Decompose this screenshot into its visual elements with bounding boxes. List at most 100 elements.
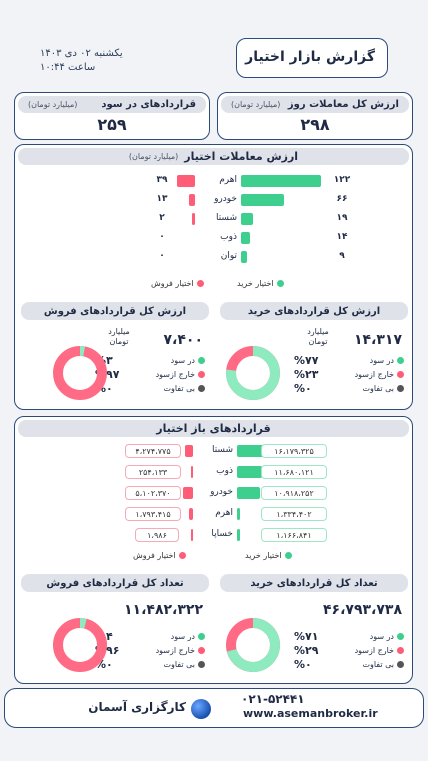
oi-row-label: اهرم <box>215 508 233 518</box>
trades-buy-value: ۹ <box>339 251 345 261</box>
in-money-card: قراردادهای در سود (میلیارد تومان) ۲۵۹ <box>14 92 210 140</box>
stat-dot-icon <box>198 647 205 654</box>
oi-row-label: خودرو <box>210 487 233 497</box>
trades-buy-value: ۶۶ <box>336 194 348 204</box>
oi-buy-bar <box>237 508 240 520</box>
trades-buy-value: ۱۲۲ <box>333 175 351 185</box>
oi-buy-value: ۱،۱۶۶،۸۴۱ <box>261 528 327 542</box>
stat-dot-icon <box>198 633 205 640</box>
stat-label: خارج ازسود <box>354 646 394 655</box>
trades-sell-value: ۰ <box>159 251 165 261</box>
sell-value-header: ارزش کل قراردادهای فروش <box>21 302 209 320</box>
stat-row: بی تفاوت %۰ <box>95 382 205 395</box>
total-value-number: ۲۹۸ <box>300 115 330 134</box>
buy-count-number: ۴۶،۷۹۳،۷۳۸ <box>323 602 402 618</box>
sell-value-donut <box>53 346 107 400</box>
footer-brand: کارگزاری آسمان <box>88 700 186 714</box>
trades-sell-value: ۰ <box>159 232 165 242</box>
stat-dot-icon <box>397 357 404 364</box>
stat-label: در سود <box>369 356 394 365</box>
stat-dot-icon <box>397 633 404 640</box>
footer: ۰۲۱-۵۲۴۴۱ www.asemanbroker.ir کارگزاری آ… <box>4 688 424 728</box>
trades-buy-bar <box>241 175 321 187</box>
stat-dot-icon <box>397 661 404 668</box>
stat-dot-icon <box>198 371 205 378</box>
stat-percent: %۲۳ <box>294 368 319 381</box>
trades-buy-bar <box>241 232 251 244</box>
oi-sell-bar <box>191 529 193 541</box>
trades-sell-value: ۲ <box>159 213 165 223</box>
stat-label: بی تفاوت <box>362 384 394 393</box>
in-money-label: قراردادهای در سود <box>101 99 196 110</box>
sell-value-title: ارزش کل قراردادهای فروش <box>43 305 187 317</box>
total-value-card: ارزش کل معاملات روز (میلیارد تومان) ۲۹۸ <box>217 92 413 140</box>
sell-count-donut <box>53 618 107 672</box>
buy-value-number: ۱۴،۳۱۷ <box>353 332 402 348</box>
buy-count-donut <box>226 618 280 672</box>
oi-row-label: خساپا <box>211 529 233 539</box>
oi-buy-bar <box>237 466 262 478</box>
report-title-box: گزارش بازار اختیار <box>236 38 388 78</box>
report-title: گزارش بازار اختیار <box>245 49 375 65</box>
stat-row: در سود %۷۷ <box>294 354 404 367</box>
trades-sell-bar <box>189 194 195 206</box>
buy-count-header: تعداد کل قراردادهای خرید <box>220 574 408 592</box>
trades-row-label: اهرم <box>219 175 237 185</box>
footer-website[interactable]: www.asemanbroker.ir <box>243 707 378 720</box>
oi-legend-sell: اختیار فروش <box>133 551 186 560</box>
in-money-unit: (میلیارد تومان) <box>28 100 78 109</box>
stat-dot-icon <box>397 647 404 654</box>
donut-out-of-money-arc <box>53 346 107 400</box>
donut-in-money-arc <box>53 618 107 672</box>
trades-row-label: خودرو <box>214 194 237 204</box>
report-date: یکشنبه ۰۲ دی ۱۴۰۳ <box>40 48 123 59</box>
stat-row: در سود %۴ <box>95 630 205 643</box>
stat-row: بی تفاوت %۰ <box>294 382 404 395</box>
trades-row-label: توان <box>220 251 237 261</box>
trades-row-label: شستا <box>215 213 237 223</box>
stat-label: در سود <box>170 632 195 641</box>
stat-percent: %۰ <box>294 382 312 395</box>
footer-phone[interactable]: ۰۲۱-۵۲۴۴۱ <box>241 692 305 706</box>
stat-row: در سود %۳ <box>95 354 205 367</box>
total-value-label: ارزش کل معاملات روز <box>287 99 399 110</box>
stat-label: بی تفاوت <box>163 660 195 669</box>
report-time: ساعت ۱۰:۴۴ <box>40 62 96 73</box>
sell-value-number: ۷،۴۰۰ <box>163 332 204 348</box>
stat-dot-icon <box>198 661 205 668</box>
oi-sell-value: ۱،۷۹۳،۴۱۵ <box>125 507 181 521</box>
stat-row: خارج ازسود %۹۷ <box>95 368 205 381</box>
oi-buy-bar <box>237 487 260 499</box>
oi-sell-value: ۲۵۴،۱۳۳ <box>125 465 181 479</box>
trades-sell-bar <box>177 175 195 187</box>
oi-sell-bar <box>184 445 193 457</box>
oi-sell-value: ۵،۱۰۲،۳۷۰ <box>125 486 181 500</box>
trades-section: ارزش معاملات اختیار (میلیارد تومان) ۱۲۲ ا… <box>14 144 413 410</box>
stat-row: خارج ازسود %۹۶ <box>95 644 205 657</box>
trades-sell-bar <box>192 213 195 225</box>
sell-count-header: تعداد کل قراردادهای فروش <box>21 574 209 592</box>
stat-label: خارج ازسود <box>155 646 195 655</box>
oi-sell-value: ۱،۹۸۶ <box>135 528 179 542</box>
in-money-header: قراردادهای در سود (میلیارد تومان) <box>18 96 206 113</box>
stat-label: در سود <box>369 632 394 641</box>
broker-logo-icon <box>191 699 211 719</box>
stat-row: بی تفاوت %۰ <box>294 658 404 671</box>
oi-sell-bar <box>191 466 193 478</box>
donut-in-money-arc <box>53 346 107 400</box>
oi-row-label: شستا <box>211 445 233 455</box>
oi-row-label: ذوب <box>216 466 233 476</box>
stat-percent: %۷۱ <box>294 630 319 643</box>
trades-legend-buy: اختیار خرید <box>237 279 284 288</box>
stat-label: در سود <box>170 356 195 365</box>
trades-header: ارزش معاملات اختیار (میلیارد تومان) <box>18 148 409 165</box>
sell-count-title: تعداد کل قراردادهای فروش <box>46 577 184 589</box>
donut-in-money-arc <box>226 346 280 400</box>
buy-value-donut <box>226 346 280 400</box>
trades-buy-bar <box>241 251 247 263</box>
trades-sell-value: ۱۳ <box>156 194 168 204</box>
trades-buy-value: ۱۴ <box>336 232 348 242</box>
trades-title: ارزش معاملات اختیار <box>184 150 299 163</box>
stat-percent: %۰ <box>294 658 312 671</box>
oi-buy-value: ۱،۳۳۴،۴۰۲ <box>261 507 327 521</box>
